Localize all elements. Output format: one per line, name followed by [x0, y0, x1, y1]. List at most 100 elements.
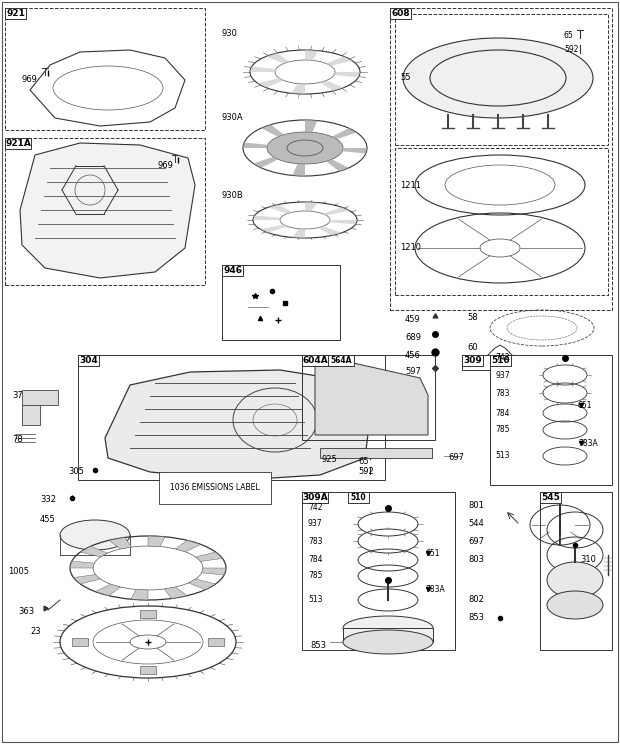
Polygon shape — [105, 370, 372, 480]
Polygon shape — [254, 157, 278, 168]
Polygon shape — [22, 405, 40, 425]
Polygon shape — [109, 537, 131, 549]
Text: 921A: 921A — [5, 139, 31, 148]
Polygon shape — [320, 448, 432, 458]
Polygon shape — [175, 540, 201, 552]
Text: 785: 785 — [495, 426, 510, 434]
Text: 1210: 1210 — [400, 243, 421, 252]
Text: 937: 937 — [495, 371, 510, 379]
Text: 783: 783 — [495, 388, 510, 397]
Text: 545: 545 — [541, 493, 560, 502]
Polygon shape — [196, 552, 223, 562]
Polygon shape — [332, 128, 356, 139]
Text: 783A: 783A — [578, 438, 598, 447]
Text: 332: 332 — [40, 496, 56, 504]
Ellipse shape — [403, 38, 593, 118]
Ellipse shape — [547, 562, 603, 598]
Text: 783A: 783A — [425, 585, 445, 594]
Text: 37: 37 — [12, 391, 23, 400]
Text: 564A: 564A — [330, 356, 352, 365]
Text: 309A: 309A — [302, 493, 328, 502]
Text: 592: 592 — [358, 467, 374, 476]
Text: 310: 310 — [580, 556, 596, 565]
Polygon shape — [131, 589, 148, 600]
Text: 969: 969 — [158, 161, 174, 170]
Bar — [490, 355, 612, 485]
Text: 783: 783 — [308, 536, 322, 545]
Bar — [222, 265, 340, 340]
Text: 697: 697 — [448, 454, 464, 463]
Bar — [328, 355, 354, 366]
Text: 937: 937 — [308, 519, 322, 528]
Text: 304: 304 — [79, 356, 98, 365]
Text: 689: 689 — [405, 333, 421, 342]
Polygon shape — [20, 143, 195, 278]
Polygon shape — [321, 80, 344, 91]
Bar — [302, 492, 328, 503]
Text: 742: 742 — [495, 353, 510, 362]
Text: 309: 309 — [463, 356, 482, 365]
Text: 803: 803 — [468, 556, 484, 565]
Text: 459: 459 — [405, 315, 421, 324]
Text: 510: 510 — [351, 493, 366, 502]
Text: 592: 592 — [564, 45, 578, 54]
Polygon shape — [293, 164, 305, 176]
Bar — [222, 265, 243, 276]
Bar — [5, 8, 26, 19]
Bar — [78, 355, 99, 366]
Text: 930A: 930A — [222, 114, 244, 123]
Bar — [302, 355, 435, 440]
Text: 597: 597 — [405, 368, 421, 376]
Bar — [343, 628, 433, 642]
Bar — [395, 14, 608, 145]
Bar — [5, 138, 31, 149]
Bar — [348, 492, 369, 503]
Ellipse shape — [547, 591, 603, 619]
Polygon shape — [305, 50, 319, 60]
Text: 65: 65 — [358, 458, 369, 466]
Text: 513: 513 — [308, 595, 322, 604]
Polygon shape — [326, 159, 349, 171]
Text: eReplacementParts.com: eReplacementParts.com — [234, 373, 386, 386]
Text: 853: 853 — [310, 641, 326, 650]
Text: 1211: 1211 — [400, 181, 421, 190]
Ellipse shape — [343, 616, 433, 640]
Bar — [395, 148, 608, 295]
Text: 930B: 930B — [222, 190, 244, 199]
Polygon shape — [326, 57, 352, 66]
Polygon shape — [202, 568, 226, 575]
Text: 455: 455 — [40, 516, 56, 525]
Polygon shape — [260, 225, 287, 233]
Bar — [72, 638, 88, 646]
Bar — [462, 355, 483, 366]
Text: 946: 946 — [223, 266, 242, 275]
Text: 785: 785 — [308, 571, 322, 580]
Bar — [302, 492, 455, 650]
Bar — [390, 8, 612, 310]
Polygon shape — [334, 72, 360, 77]
Text: 58: 58 — [467, 313, 477, 322]
Polygon shape — [261, 125, 284, 137]
Bar — [540, 492, 612, 650]
Polygon shape — [253, 216, 281, 220]
Text: 60: 60 — [467, 344, 477, 353]
Bar — [208, 638, 224, 646]
Bar — [140, 610, 156, 618]
Text: 513: 513 — [495, 452, 510, 461]
Ellipse shape — [267, 132, 343, 164]
Text: 604A: 604A — [302, 356, 328, 365]
Text: 305: 305 — [68, 467, 84, 476]
Bar — [462, 355, 490, 370]
Text: 784: 784 — [495, 408, 510, 417]
Text: 742: 742 — [308, 504, 322, 513]
Text: 930: 930 — [222, 28, 238, 37]
Polygon shape — [342, 148, 367, 153]
Polygon shape — [81, 546, 107, 557]
Bar — [540, 492, 561, 503]
Bar — [5, 8, 205, 130]
Text: 969: 969 — [22, 75, 38, 85]
Text: 651: 651 — [425, 548, 440, 557]
Polygon shape — [95, 584, 120, 596]
Text: 925: 925 — [322, 455, 338, 464]
Polygon shape — [318, 226, 342, 236]
